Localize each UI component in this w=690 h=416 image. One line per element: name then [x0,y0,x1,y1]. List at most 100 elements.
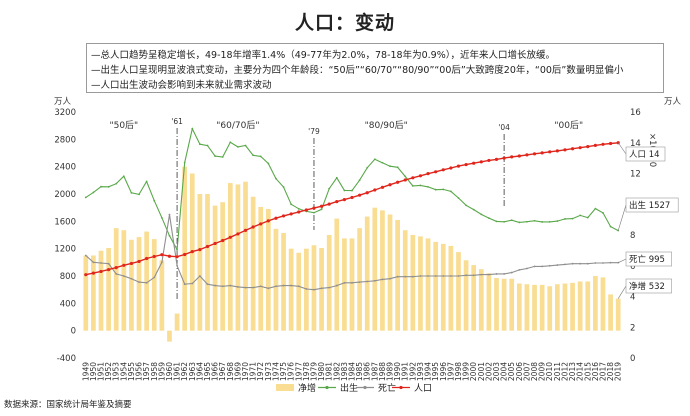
bar-net-increase [311,245,317,331]
point-deaths [586,262,589,265]
point-births [252,154,255,157]
point-deaths [510,271,513,274]
bar-net-increase [197,194,203,331]
x-tick-label: 1985 [355,362,364,381]
note-line-1: —总人口趋势呈稳定增长，49-18年增率1.4%（49-77年为2.0%，78-… [91,50,555,61]
right-tick-label: 14 [630,139,641,149]
bar-net-increase [342,238,347,331]
point-population [297,210,301,214]
point-births [404,175,407,178]
end-label-text: 人口 14 [629,150,660,160]
point-deaths [160,261,163,264]
point-births [84,196,87,199]
point-population [327,202,331,206]
point-deaths [191,282,194,285]
point-births [320,208,323,211]
end-label-box [625,146,666,162]
point-population [342,198,346,202]
bar-net-increase [357,228,362,331]
point-population [396,180,400,184]
point-births [145,180,148,183]
left-tick-label: 1600 [54,217,76,227]
point-population [213,241,217,246]
era-label: "00后" [554,120,583,131]
point-population [358,193,362,197]
x-tick-label: 1954 [119,362,128,381]
bar-net-increase [159,260,165,331]
right-tick-label: 4 [630,293,635,303]
point-population [183,252,187,257]
point-births [548,220,551,223]
point-deaths [343,281,346,284]
point-population [373,188,377,192]
point-births [510,219,513,222]
point-births [221,156,224,158]
bar-net-increase [608,294,613,331]
point-deaths [275,285,277,288]
point-births [526,220,528,223]
bar-net-increase [478,269,484,331]
legend-label: 人口 [414,383,432,394]
x-tick-label: 1972 [256,362,265,381]
point-population [259,222,263,226]
point-deaths [503,273,506,275]
point-population [221,238,225,243]
bar-net-increase [212,205,218,331]
point-population [540,151,544,155]
line-series [84,127,620,291]
x-tick-label: 2014 [576,362,585,381]
point-births [259,155,262,158]
bar-net-increase [509,278,515,331]
point-deaths [419,275,422,277]
point-births [160,216,163,219]
x-tick-label: 1978 [302,362,311,381]
point-population [570,147,575,151]
x-tick-label: 1996 [439,362,448,381]
x-tick-label: 2002 [484,362,493,381]
end-label-box [625,197,679,213]
point-births [419,184,422,187]
point-population [114,265,118,270]
era-labels: "50后" "60/70后" "80/90后" "00后" [109,120,583,131]
x-tick-label: 2003 [492,362,501,381]
point-deaths [229,284,232,287]
point-births [115,182,118,185]
x-tick-label: 1987 [370,362,379,381]
x-tick-label: 1977 [294,362,303,381]
end-label-leader [617,204,627,231]
point-births [176,248,178,251]
point-population [129,261,134,266]
right-axis: 万人 ×10000 0246810121416 [630,97,682,364]
era-marker-label: '04 [498,123,510,132]
point-births [183,161,186,164]
point-population [175,255,179,259]
bar-net-increase [349,238,355,331]
point-deaths [176,264,178,267]
page-title: 人口：变动 [294,12,395,34]
point-deaths [541,265,544,268]
point-deaths [465,274,467,277]
legend-label: 出生 [340,382,358,394]
point-births [122,175,125,178]
x-tick-label: 1963 [188,362,197,381]
point-population [335,200,339,204]
point-deaths [396,275,399,278]
point-births [290,203,293,206]
bar-net-increase [387,214,393,331]
x-tick-label: 2019 [614,362,623,381]
point-population [122,263,126,267]
point-population [494,157,499,161]
point-births [602,212,604,214]
point-births [488,217,490,220]
point-deaths [115,273,118,275]
x-tick-label: 1970 [241,362,250,381]
x-tick-label: 1964 [195,362,204,381]
point-deaths [290,284,293,287]
point-deaths [449,275,452,277]
point-births [465,204,467,207]
point-population [586,144,590,149]
point-population [418,174,423,178]
left-axis-unit: 万人 [54,97,72,107]
point-deaths [472,274,475,277]
